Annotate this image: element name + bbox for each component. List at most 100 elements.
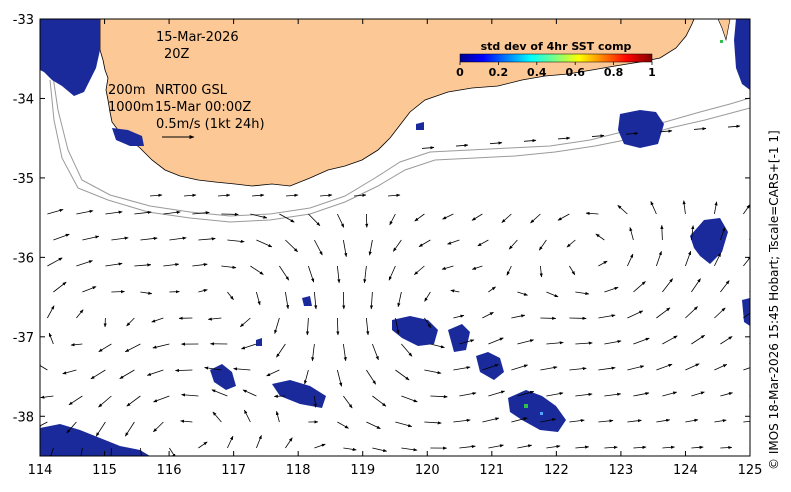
current-arrow (424, 317, 432, 329)
current-arrow (569, 419, 585, 423)
current-arrow (714, 419, 727, 423)
current-arrow (517, 444, 533, 449)
current-arrow (47, 208, 64, 215)
current-arrow (285, 437, 293, 449)
current-arrow (314, 239, 323, 256)
current-arrow (111, 290, 125, 294)
colorbar-tick-label: 0.6 (565, 66, 585, 79)
current-arrow (134, 263, 152, 267)
current-arrow (251, 193, 265, 197)
current-arrow (285, 193, 299, 197)
current-arrow (395, 421, 413, 428)
current-arrow (691, 391, 705, 397)
current-arrow (233, 367, 251, 371)
product-time: 15-Mar 00:00Z (155, 100, 251, 115)
current-arrow (693, 127, 707, 131)
current-arrow (149, 193, 163, 197)
patch-green-speck-2 (720, 40, 723, 43)
current-arrow (685, 418, 699, 423)
current-arrow (511, 314, 526, 319)
current-arrow (336, 265, 341, 284)
current-arrow (453, 314, 465, 319)
current-arrow (540, 366, 558, 371)
current-arrow (353, 193, 367, 197)
current-arrow (720, 336, 733, 345)
current-arrow (633, 445, 647, 449)
current-arrow (48, 332, 54, 345)
current-arrow (368, 239, 373, 256)
current-arrow (662, 278, 674, 293)
current-arrow (598, 366, 616, 371)
current-arrow (169, 236, 187, 241)
current-arrow (198, 289, 208, 293)
y-tick-label: -35 (13, 172, 34, 187)
current-arrow (284, 291, 290, 310)
current-arrow (180, 419, 193, 423)
land-patch-east (717, 19, 731, 42)
current-arrow (557, 213, 570, 221)
x-axis: 114 115 116 117 118 119 120 121 122 123 124 125 (28, 19, 762, 478)
x-tick-label: 117 (221, 463, 246, 478)
current-arrow (659, 129, 673, 133)
colorbar-gradient (459, 53, 653, 63)
current-arrow (76, 209, 94, 215)
current-arrow (660, 224, 664, 241)
current-arrow (40, 421, 48, 428)
colorbar-tick-label: 1 (648, 66, 656, 79)
current-arrow (217, 193, 231, 197)
x-tick-label: 122 (544, 463, 569, 478)
current-arrow (749, 395, 750, 397)
current-arrow (517, 339, 535, 345)
contour-label-200m: 200m (108, 83, 145, 98)
current-arrow (308, 213, 321, 226)
current-arrow (471, 213, 483, 221)
current-arrow (372, 343, 379, 361)
current-arrow (244, 409, 251, 423)
current-arrow (153, 395, 170, 403)
current-arrow (221, 265, 237, 269)
current-arrow (546, 341, 564, 345)
current-arrow (546, 291, 559, 298)
current-arrow (506, 265, 512, 276)
current-arrow (627, 310, 644, 319)
current-arrow (585, 211, 599, 215)
current-arrow (508, 239, 518, 250)
current-arrow (743, 312, 750, 319)
x-tick-label: 116 (157, 463, 182, 478)
current-arrow (453, 366, 471, 371)
current-arrow (98, 343, 112, 353)
current-arrow (714, 307, 726, 319)
current-arrow (198, 237, 216, 241)
colorbar-tick-label: 0.2 (489, 66, 509, 79)
current-arrow (151, 317, 164, 323)
colorbar-tick-label: 0.4 (527, 66, 547, 79)
patch-south-1 (272, 380, 326, 408)
current-arrow (392, 239, 402, 252)
current-arrow (163, 262, 180, 267)
current-arrow (691, 445, 704, 449)
current-arrow (227, 435, 234, 449)
x-tick-label: 123 (608, 463, 633, 478)
current-arrow (395, 369, 410, 381)
title-hour: 20Z (164, 47, 190, 62)
colorbar-tick-label: 0 (456, 66, 464, 79)
current-arrow (388, 265, 396, 281)
current-arrow (517, 291, 528, 296)
current-arrow (276, 343, 286, 358)
current-arrow (523, 139, 537, 143)
current-arrow (394, 317, 400, 335)
current-arrow (163, 210, 181, 215)
current-arrow (727, 124, 741, 128)
current-arrow (68, 395, 83, 406)
current-arrow (389, 213, 396, 226)
current-arrow (604, 286, 619, 293)
current-arrow (598, 260, 608, 267)
current-arrow (501, 213, 512, 223)
current-arrow (459, 339, 475, 345)
current-arrow (140, 291, 153, 295)
current-arrow (397, 291, 402, 308)
current-arrow (256, 239, 273, 248)
credit-text: © IMOS 18-Mar-2026 15:45 Hobart; Tscale=… (767, 130, 781, 470)
current-arrow (274, 317, 280, 334)
